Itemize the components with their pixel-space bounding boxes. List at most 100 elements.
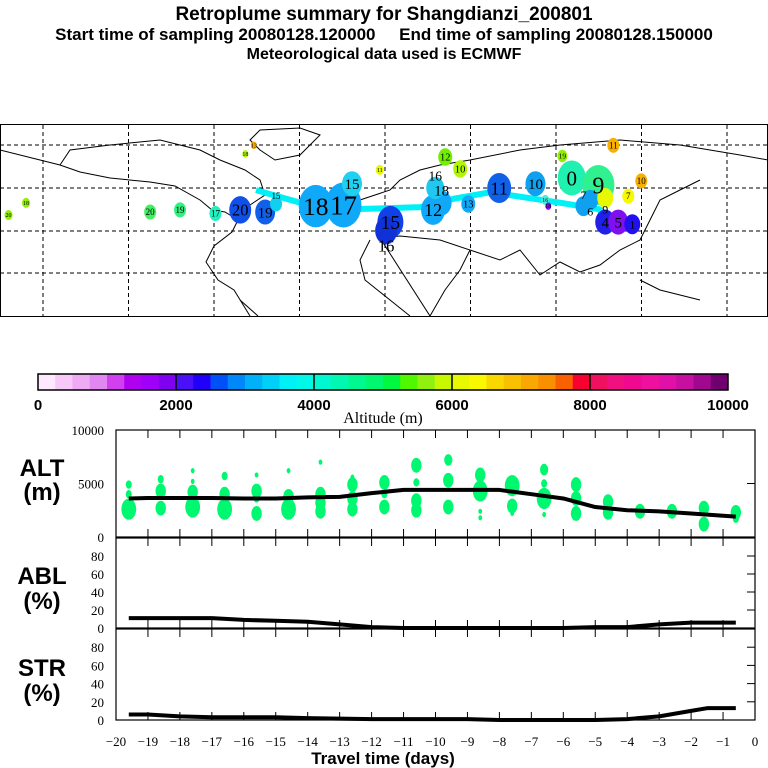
altitude-scatter-point bbox=[379, 499, 390, 515]
x-tick-label: −14 bbox=[298, 734, 319, 749]
x-tick-label: −17 bbox=[202, 734, 223, 749]
str-plot-frame bbox=[115, 628, 756, 721]
plume-marker bbox=[342, 171, 362, 197]
abl-panel-label: ABL bbox=[17, 563, 66, 590]
plume-marker-label: 4 bbox=[601, 215, 609, 231]
colorbar-swatch bbox=[469, 374, 487, 390]
x-tick-label: −12 bbox=[361, 734, 381, 749]
altitude-scatter-point bbox=[698, 516, 710, 532]
plume-marker bbox=[487, 172, 512, 203]
plume-marker bbox=[270, 196, 283, 212]
colorbar-tick-label: 0 bbox=[34, 397, 42, 414]
plume-marker-label: 18 bbox=[303, 192, 329, 221]
altitude-scatter-point bbox=[602, 494, 614, 510]
altitude-scatter-point bbox=[540, 463, 549, 476]
colorbar-swatch bbox=[107, 374, 125, 390]
altitude-scatter-point bbox=[155, 500, 166, 516]
plume-marker-label: 1 bbox=[629, 217, 635, 231]
str-panel-label: STR bbox=[18, 655, 66, 682]
altitude-scatter-point bbox=[444, 454, 453, 466]
plume-marker-label: 17 bbox=[211, 209, 221, 219]
plume-marker bbox=[375, 164, 384, 175]
colorbar-swatch bbox=[193, 374, 211, 390]
colorbar-swatch bbox=[72, 374, 91, 390]
colorbar-swatch bbox=[227, 374, 246, 390]
plume-marker bbox=[250, 141, 257, 150]
str-series-line bbox=[128, 706, 736, 722]
plume-marker-label: 15 bbox=[272, 191, 282, 201]
colorbar-swatch bbox=[210, 374, 229, 390]
alt-panel-label: ALT bbox=[20, 455, 65, 482]
plume-marker bbox=[607, 137, 620, 153]
plume-marker-label: 20 bbox=[232, 201, 249, 220]
altitude-scatter-point bbox=[318, 459, 323, 465]
alt-y-tick-label: 5000 bbox=[78, 477, 104, 492]
colorbar-swatch bbox=[710, 374, 729, 390]
colorbar-swatch bbox=[400, 374, 418, 390]
abl-panel-unit: (%) bbox=[23, 588, 60, 615]
x-tick-label: −2 bbox=[684, 734, 698, 749]
colorbar-tick-label: 6000 bbox=[435, 397, 468, 414]
altitude-scatter-point bbox=[155, 483, 166, 499]
abl-y-tick-label: 20 bbox=[91, 603, 104, 618]
plume-marker-label: 20 bbox=[146, 207, 156, 217]
altitude-scatter-point bbox=[347, 477, 358, 492]
altitude-scatter-point bbox=[217, 498, 233, 520]
altitude-scatter-point bbox=[443, 499, 454, 515]
colorbar-tick-label: 8000 bbox=[573, 397, 606, 414]
plume-marker-label: 17 bbox=[330, 190, 357, 220]
colorbar-tick-label: 2000 bbox=[159, 397, 192, 414]
altitude-scatter-point bbox=[187, 484, 198, 500]
altitude-scatter-point bbox=[542, 511, 547, 518]
plume-marker-label: 13 bbox=[251, 143, 257, 149]
colorbar-swatch bbox=[38, 374, 56, 390]
str-panel: 0 20 40 60 80 bbox=[91, 628, 756, 728]
sampling-times: Start time of sampling 20080128.120000 E… bbox=[55, 25, 713, 44]
altitude-scatter-point bbox=[281, 498, 296, 520]
str-panel-unit: (%) bbox=[23, 680, 60, 707]
plume-marker bbox=[557, 160, 586, 196]
colorbar-swatch bbox=[521, 374, 539, 390]
altitude-scatter-point bbox=[698, 500, 710, 516]
altitude-scatter-point bbox=[506, 498, 518, 514]
str-y-tick-label: 80 bbox=[91, 640, 104, 655]
colorbar-swatch bbox=[624, 374, 643, 390]
colorbar-swatch bbox=[55, 374, 73, 390]
colorbar-swatch bbox=[641, 374, 660, 390]
altitude-scatter-point bbox=[185, 496, 201, 518]
plume-marker bbox=[453, 160, 468, 178]
x-tick-label: −7 bbox=[524, 734, 538, 749]
colorbar-swatch bbox=[383, 374, 401, 390]
alt-panel-unit: (m) bbox=[23, 479, 60, 506]
plume-marker bbox=[426, 176, 445, 200]
colorbar-swatch bbox=[296, 374, 315, 390]
altitude-scatter-point bbox=[125, 490, 132, 499]
altitude-scatter-point bbox=[570, 506, 582, 521]
colorbar-swatch bbox=[89, 374, 108, 390]
plume-marker-label: 18 bbox=[242, 152, 248, 158]
x-tick-label: −20 bbox=[106, 734, 126, 749]
plume-marker bbox=[438, 148, 453, 166]
plume-marker-label: 9 bbox=[602, 202, 608, 216]
altitude-scatter-point bbox=[347, 501, 358, 517]
plume-marker-label: 13 bbox=[463, 200, 474, 211]
plume-marker bbox=[209, 206, 222, 222]
altitude-scatter-point bbox=[157, 475, 164, 484]
plume-marker-label: 9 bbox=[592, 173, 604, 199]
altitude-scatter-point bbox=[286, 468, 291, 474]
plume-marker bbox=[622, 188, 635, 204]
colorbar-swatch bbox=[503, 374, 522, 390]
altitude-colorbar: 0 2000 4000 6000 8000 10000 Altitude (m) bbox=[34, 373, 749, 427]
plume-marker bbox=[4, 210, 13, 221]
abl-series-line bbox=[128, 616, 736, 630]
plume-marker-label: 11 bbox=[609, 140, 618, 150]
colorbar-swatch bbox=[607, 374, 625, 390]
altitude-scatter-point bbox=[251, 506, 262, 521]
plume-marker bbox=[174, 202, 187, 218]
str-y-tick-label: 60 bbox=[91, 658, 104, 673]
plume-marker-label: 15 bbox=[345, 177, 360, 193]
altitude-scatter-point bbox=[379, 475, 390, 490]
colorbar-swatch bbox=[452, 374, 470, 390]
alt-panel: 0 5000 10000 bbox=[72, 423, 756, 545]
altitude-scatter-point bbox=[411, 502, 422, 518]
